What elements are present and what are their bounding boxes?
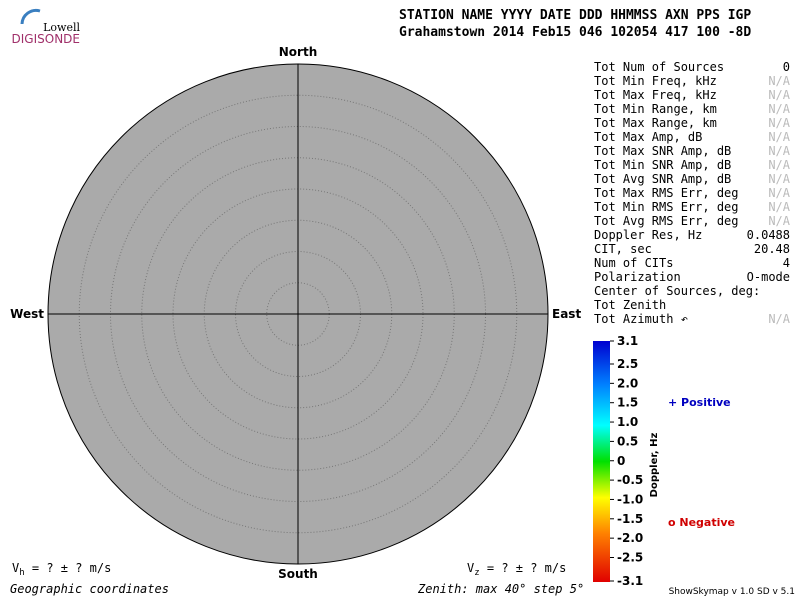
stat-value: O-mode [747, 270, 790, 284]
stat-label: Tot Max Amp, dB [594, 130, 702, 144]
stat-label: Tot Min RMS Err, deg [594, 200, 739, 214]
stat-value: N/A [768, 116, 790, 130]
stat-value: 0.0488 [747, 228, 790, 242]
stat-label: Tot Max SNR Amp, dB [594, 144, 731, 158]
stat-value: N/A [768, 200, 790, 214]
colorbar-tick-label: 0.5 [617, 434, 638, 448]
coords-note: Geographic coordinates [10, 582, 169, 596]
stat-value: N/A [768, 102, 790, 116]
stat-value: N/A [768, 172, 790, 186]
stat-value: N/A [768, 144, 790, 158]
stat-label: Tot Azimuth ↶ [594, 312, 688, 326]
stat-label: Polarization [594, 270, 681, 284]
logo-arc [20, 8, 41, 25]
stat-value: 4 [783, 256, 790, 270]
stat-value: 20.48 [754, 242, 790, 256]
compass-label: East [552, 307, 581, 321]
colorbar-tick-label: -1.5 [617, 512, 643, 526]
legend-negative: o Negative [668, 516, 735, 529]
colorbar-tick-label: -2.5 [617, 551, 643, 565]
stat-label: Tot Min Freq, kHz [594, 74, 717, 88]
stat-label: CIT, sec [594, 242, 652, 256]
stat-label: Center of Sources, deg: [594, 284, 760, 298]
stat-label: Tot Avg SNR Amp, dB [594, 172, 731, 186]
stat-label: Num of CITs [594, 256, 673, 270]
stat-value: N/A [768, 130, 790, 144]
stat-value: N/A [768, 312, 790, 326]
colorbar-tick-label: -3.1 [617, 574, 643, 588]
colorbar-tick-label: -1.0 [617, 492, 643, 506]
stat-value: N/A [768, 186, 790, 200]
stat-label: Tot Min SNR Amp, dB [594, 158, 731, 172]
stat-value: N/A [768, 74, 790, 88]
stat-value: N/A [768, 214, 790, 228]
stat-label: Tot Min Range, km [594, 102, 717, 116]
stat-value: 0 [783, 60, 790, 74]
stat-value: N/A [768, 88, 790, 102]
stat-label: Tot Zenith [594, 298, 666, 312]
stat-label: Tot Max RMS Err, deg [594, 186, 739, 200]
zenith-note: Zenith: max 40° step 5° [417, 582, 584, 596]
colorbar-tick-label: 2.5 [617, 357, 638, 371]
logo-top: Lowell [43, 21, 80, 34]
colorbar-tick-label: 2.0 [617, 376, 638, 390]
colorbar-tick-label: -2.0 [617, 531, 643, 545]
stat-value: N/A [768, 158, 790, 172]
version: ShowSkymap v 1.0 SD v 5.1 [669, 587, 795, 597]
colorbar-title: Doppler, Hz [649, 433, 660, 498]
stat-label: Doppler Res, Hz [594, 228, 702, 242]
header-line: Grahamstown 2014 Feb15 046 102054 417 10… [399, 25, 751, 40]
compass-label: West [10, 307, 44, 321]
colorbar-tick-label: 3.1 [617, 334, 638, 348]
velocity-z: Vz = ? ± ? m/s [467, 561, 566, 578]
stat-label: Tot Avg RMS Err, deg [594, 214, 739, 228]
header-line: STATION NAME YYYY DATE DDD HHMMSS AXN PP… [399, 8, 751, 23]
colorbar-tick-label: 1.0 [617, 415, 638, 429]
colorbar-tick-label: 1.5 [617, 396, 638, 410]
velocity-h: Vh = ? ± ? m/s [12, 561, 111, 578]
compass-label: North [279, 45, 317, 59]
stat-label: Tot Num of Sources [594, 60, 724, 74]
stat-label: Tot Max Freq, kHz [594, 88, 717, 102]
colorbar [593, 341, 610, 582]
compass-label: South [278, 567, 318, 581]
colorbar-tick-label: 0 [617, 454, 625, 468]
legend-positive: + Positive [668, 396, 731, 409]
stat-label: Tot Max Range, km [594, 116, 717, 130]
colorbar-tick-label: -0.5 [617, 473, 643, 487]
logo-bottom: DIGISONDE [12, 32, 80, 46]
